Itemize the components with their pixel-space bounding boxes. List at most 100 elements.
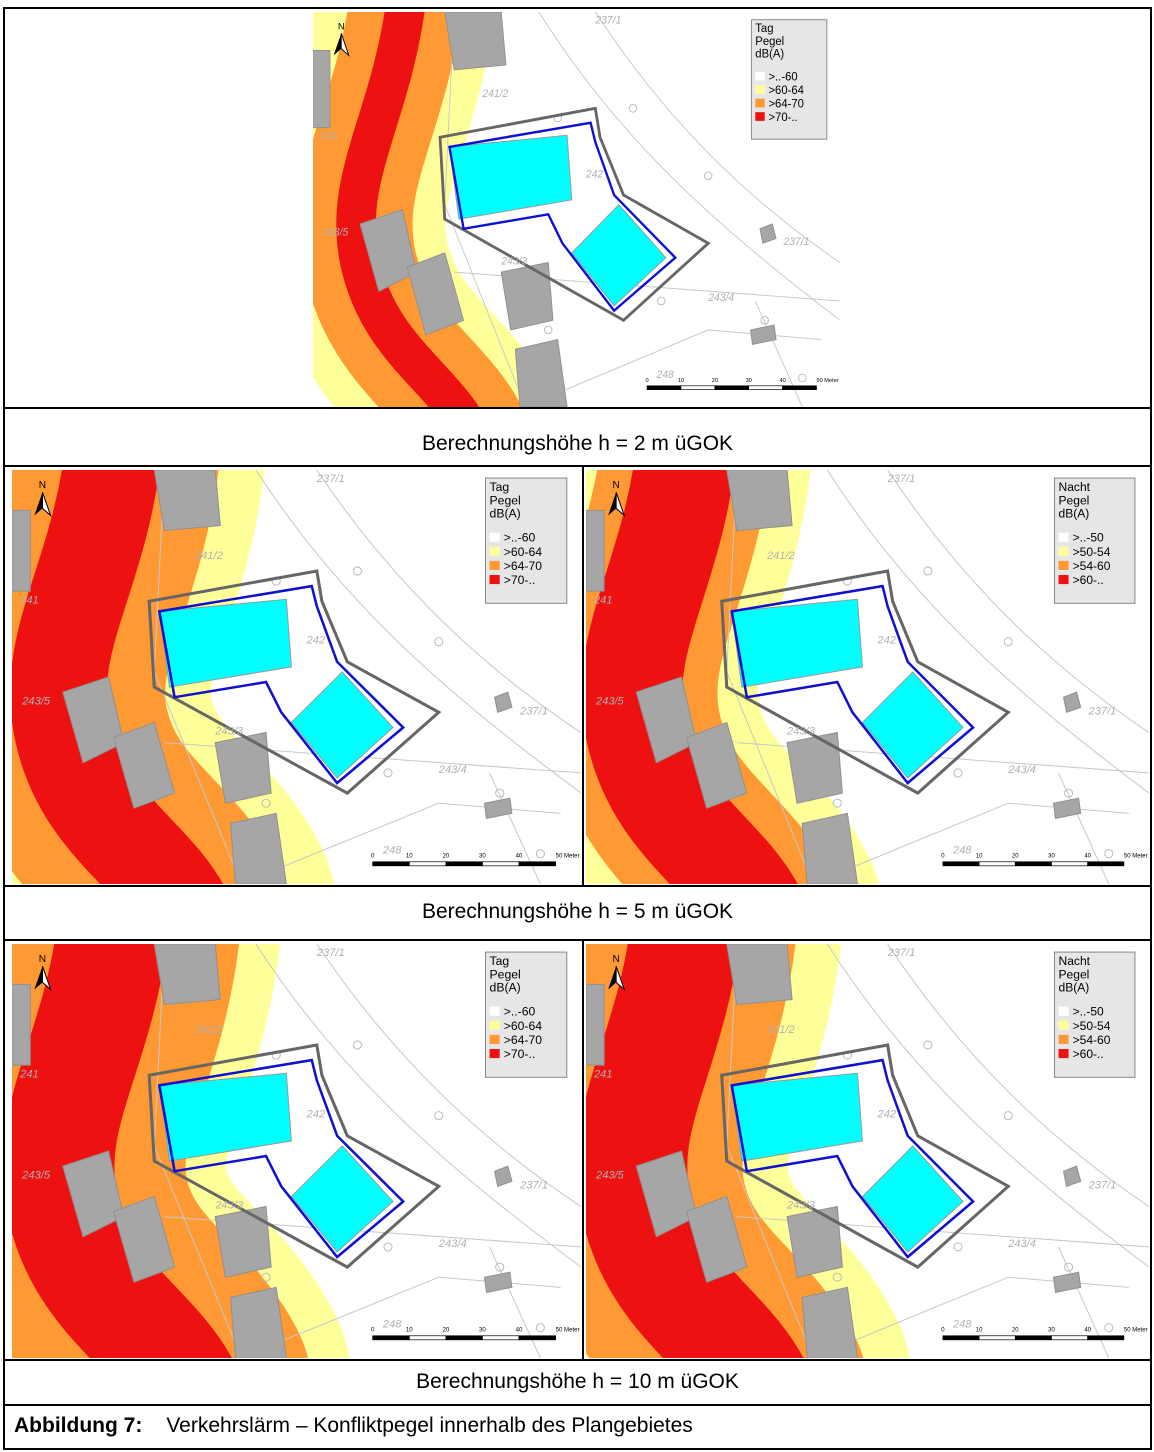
map: 237/1241/2242243/3243/4248237/1243/5241N… (586, 470, 1149, 884)
parcel-label: 242 (585, 170, 603, 181)
building (215, 733, 271, 804)
scale-segment (373, 1336, 410, 1340)
parcel-label: 242 (306, 635, 326, 647)
caption: Berechnungshöhe h = 5 m üGOK (3, 900, 1152, 924)
north-label: N (613, 954, 620, 965)
legend-swatch (490, 575, 500, 584)
building (586, 984, 604, 1065)
legend-label: >..-60 (768, 71, 797, 83)
scale-label: 50 Meter (816, 378, 838, 384)
scale-label: 50 Meter (1124, 854, 1148, 860)
legend-title: dB(A) (490, 506, 521, 520)
legend-label: >70-.. (504, 573, 535, 587)
building (802, 813, 857, 884)
legend-label: >64-70 (504, 1033, 543, 1047)
legend-title: Tag (490, 954, 510, 968)
legend-label: >60-64 (504, 1019, 543, 1033)
parcel-label: 237/1 (519, 705, 548, 717)
border (582, 466, 584, 886)
legend-swatch (1059, 1021, 1069, 1030)
scale-label: 10 (976, 854, 983, 860)
building (515, 340, 567, 407)
parcel-label: 237/1 (1088, 705, 1117, 717)
legend-title: Tag (490, 480, 510, 494)
parcel-label: 248 (382, 845, 402, 857)
scale-segment (409, 862, 446, 866)
scale-segment (1088, 1336, 1124, 1340)
map-panel: 237/1241/2242243/3243/4248237/1243/5241N… (12, 944, 581, 1358)
building (787, 1207, 842, 1278)
border (3, 885, 1152, 887)
legend-label: >64-70 (768, 98, 803, 110)
scale-segment (681, 386, 715, 390)
scale-label: 40 (516, 1328, 523, 1334)
legend-label: >54-60 (1073, 559, 1111, 573)
border (3, 407, 1152, 409)
scale-label: 30 (1048, 854, 1055, 860)
parcel-label: 243/5 (21, 1169, 51, 1181)
building (802, 1287, 857, 1358)
figure-text: Verkehrslärm – Konfliktpegel innerhalb d… (166, 1414, 693, 1437)
scale-segment (979, 1336, 1015, 1340)
legend-swatch (490, 1035, 500, 1044)
border (3, 1404, 1152, 1406)
legend-swatch (755, 99, 764, 108)
legend-swatch (490, 1049, 500, 1058)
scale-segment (446, 1336, 483, 1340)
legend-label: >64-70 (504, 559, 543, 573)
legend-swatch (490, 533, 500, 542)
scale-label: 30 (746, 378, 752, 384)
scale-label: 10 (976, 1328, 983, 1334)
map: 237/1241/2242243/3243/4248237/1243/5241N… (586, 944, 1149, 1358)
parcel-label: 237/1 (783, 237, 810, 248)
building (727, 470, 792, 531)
parcel-label: 243/3 (500, 256, 527, 267)
parcel-label: 241/2 (766, 1024, 795, 1036)
parcel-label: 243/3 (214, 1200, 244, 1212)
border (582, 940, 584, 1360)
scale-segment (783, 386, 817, 390)
scale-segment (1051, 862, 1087, 866)
scale-segment (715, 386, 749, 390)
caption: Berechnungshöhe h = 2 m üGOK (3, 432, 1152, 456)
parcel-label: 242 (306, 1109, 326, 1121)
north-label: N (338, 21, 345, 32)
parcel-label: 242 (877, 1109, 896, 1121)
legend-swatch (490, 1021, 500, 1030)
scale-segment (1015, 862, 1051, 866)
building (787, 733, 842, 804)
scale-label: 20 (712, 378, 718, 384)
scale-segment (373, 862, 410, 866)
legend-title: Pegel (1059, 493, 1090, 507)
parcel-label: 243/4 (1007, 1238, 1036, 1250)
legend-swatch (1059, 1035, 1069, 1044)
legend-swatch (490, 547, 500, 556)
parcel-label: 243/4 (438, 764, 467, 776)
legend-title: Pegel (755, 36, 784, 48)
building (445, 12, 506, 70)
scale-segment (1051, 1336, 1087, 1340)
parcel-label: 243/3 (786, 1200, 815, 1212)
scale-segment (1088, 862, 1124, 866)
parcel-label: 241 (593, 594, 612, 606)
building (154, 470, 220, 531)
border (3, 7, 5, 1450)
scale-label: 10 (678, 378, 684, 384)
scale-label: 50 Meter (1124, 1328, 1148, 1334)
legend-title: dB(A) (755, 48, 784, 60)
border (3, 1359, 1152, 1361)
scale-segment (647, 386, 681, 390)
scale-segment (749, 386, 783, 390)
legend-label: >50-54 (1073, 545, 1111, 559)
building (501, 262, 553, 329)
legend-label: >50-54 (1073, 1019, 1111, 1033)
scale-label: 40 (1084, 854, 1091, 860)
scale-segment (979, 862, 1015, 866)
scale-segment (409, 1336, 446, 1340)
border (3, 465, 1152, 467)
scale-label: 20 (1012, 1328, 1019, 1334)
scale-segment (519, 1336, 556, 1340)
scale-label: 20 (442, 854, 449, 860)
